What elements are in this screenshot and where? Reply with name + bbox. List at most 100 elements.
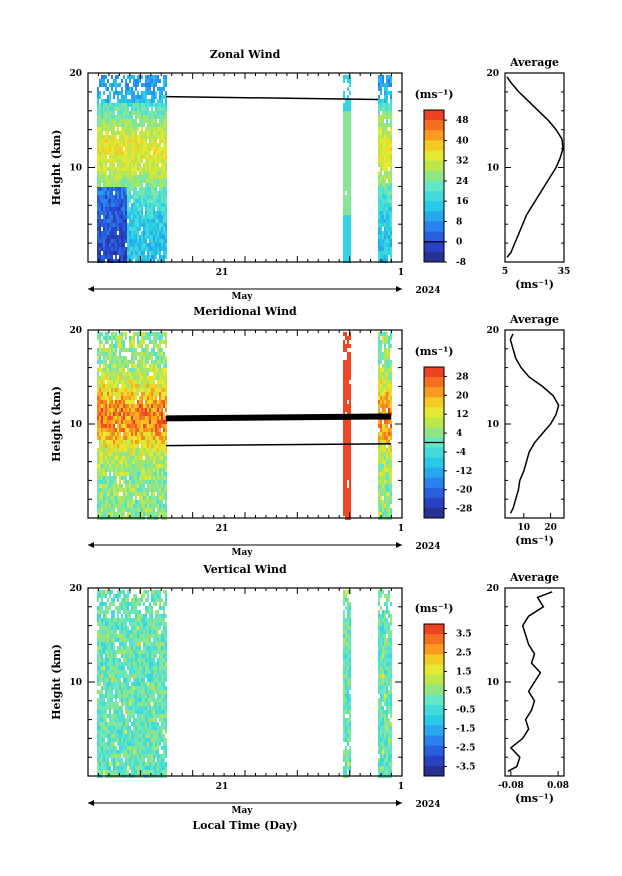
- heatmap-cell: [151, 79, 153, 83]
- heatmap-cell: [161, 368, 163, 372]
- heatmap-cell: [163, 512, 165, 516]
- heatmap-cell: [97, 670, 99, 674]
- heatmap-cell: [382, 440, 384, 444]
- heatmap-cell: [113, 472, 115, 476]
- heatmap-cell: [165, 340, 167, 344]
- heatmap-cell: [149, 91, 151, 95]
- heatmap-cell: [109, 448, 111, 452]
- heatmap-cell: [159, 155, 161, 159]
- heatmap-cell: [133, 235, 135, 239]
- heatmap-cell: [107, 336, 109, 340]
- heatmap-cell: [380, 456, 382, 460]
- heatmap-cell: [378, 111, 380, 115]
- heatmap-cell: [117, 251, 119, 255]
- heatmap-cell: [388, 488, 390, 492]
- heatmap-cell: [157, 247, 159, 251]
- heatmap-cell: [386, 135, 388, 139]
- heatmap-cell: [109, 504, 111, 508]
- heatmap-cell: [347, 364, 349, 368]
- heatmap-cell: [113, 762, 115, 766]
- heatmap-cell: [107, 476, 109, 480]
- heatmap-cell: [347, 344, 349, 348]
- heatmap-cell: [111, 408, 113, 412]
- heatmap-cell: [121, 710, 123, 714]
- heatmap-cell: [109, 239, 111, 243]
- heatmap-cell: [123, 654, 125, 658]
- heatmap-cell: [149, 127, 151, 131]
- heatmap-cell: [143, 472, 145, 476]
- heatmap-cell: [388, 223, 390, 227]
- heatmap-cell: [343, 380, 345, 384]
- heatmap-cell: [386, 255, 388, 259]
- heatmap-cell: [380, 235, 382, 239]
- heatmap-cell: [386, 480, 388, 484]
- heatmap-cell: [149, 123, 151, 127]
- heatmap-cell: [123, 251, 125, 255]
- heatmap-cell: [343, 388, 345, 392]
- heatmap-cell: [121, 332, 123, 336]
- heatmap-cell: [117, 472, 119, 476]
- heatmap-cell: [382, 179, 384, 183]
- heatmap-cell: [101, 630, 103, 634]
- heatmap-cell: [111, 662, 113, 666]
- heatmap-cell: [151, 207, 153, 211]
- heatmap-cell: [382, 376, 384, 380]
- heatmap-cell: [117, 634, 119, 638]
- heatmap-cell: [129, 416, 131, 420]
- heatmap-cell: [161, 512, 163, 516]
- heatmap-cell: [119, 444, 121, 448]
- heatmap-cell: [123, 384, 125, 388]
- heatmap-cell: [131, 512, 133, 516]
- heatmap-cell: [103, 219, 105, 223]
- heatmap-cell: [147, 115, 149, 119]
- heatmap-cell: [115, 464, 117, 468]
- heatmap-cell: [133, 460, 135, 464]
- heatmap-cell: [151, 352, 153, 356]
- heatmap-cell: [129, 215, 131, 219]
- heatmap-cell: [113, 662, 115, 666]
- heatmap-cell: [159, 396, 161, 400]
- heatmap-cell: [107, 702, 109, 706]
- heatmap-cell: [145, 400, 147, 404]
- heatmap-cell: [165, 464, 167, 468]
- heatmap-cell: [147, 408, 149, 412]
- heatmap-cell: [153, 368, 155, 372]
- heatmap-cell: [161, 372, 163, 376]
- heatmap-cell: [163, 392, 165, 396]
- heatmap-cell: [111, 460, 113, 464]
- heatmap-cell: [151, 476, 153, 480]
- heatmap-cell: [388, 203, 390, 207]
- heatmap-cell: [121, 187, 123, 191]
- heatmap-cell: [115, 416, 117, 420]
- heatmap-cell: [105, 480, 107, 484]
- heatmap-cell: [135, 368, 137, 372]
- heatmap-cell: [125, 227, 127, 231]
- heatmap-cell: [119, 678, 121, 682]
- heatmap-cell: [343, 436, 345, 440]
- heatmap-cell: [380, 243, 382, 247]
- heatmap-cell: [115, 119, 117, 123]
- heatmap-cell: [105, 167, 107, 171]
- heatmap-cell: [119, 167, 121, 171]
- heatmap-cell: [347, 460, 349, 464]
- heatmap-cell: [109, 115, 111, 119]
- heatmap-cell: [109, 762, 111, 766]
- heatmap-cell: [343, 488, 345, 492]
- heatmap-cell: [161, 231, 163, 235]
- heatmap-cell: [163, 159, 165, 163]
- heatmap-cell: [137, 456, 139, 460]
- heatmap-cell: [386, 464, 388, 468]
- heatmap-cell: [343, 404, 345, 408]
- heatmap-cell: [135, 420, 137, 424]
- heatmap-cell: [149, 440, 151, 444]
- heatmap-cell: [390, 123, 392, 127]
- heatmap-cell: [119, 348, 121, 352]
- heatmap-cell: [378, 139, 380, 143]
- heatmap-cell: [133, 412, 135, 416]
- heatmap-cell: [147, 380, 149, 384]
- heatmap-cell: [103, 392, 105, 396]
- heatmap-cell: [125, 115, 127, 119]
- colorbar-swatch: [424, 377, 444, 388]
- heatmap-cell: [107, 79, 109, 83]
- heatmap-cell: [133, 199, 135, 203]
